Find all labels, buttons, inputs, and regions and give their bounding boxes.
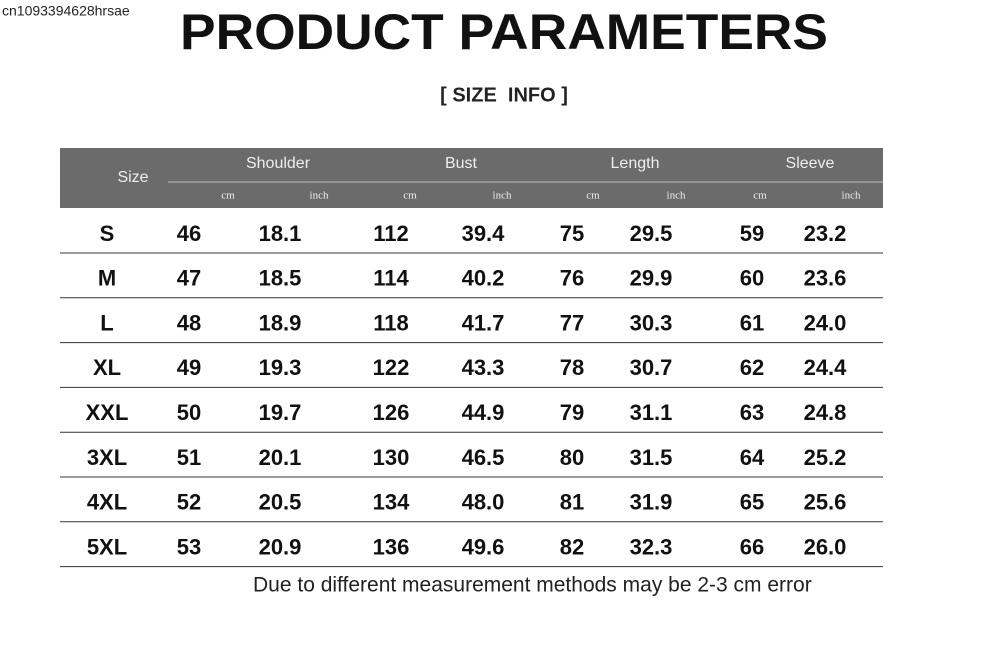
unit-header: inch — [667, 190, 686, 202]
cell: 32.3 — [630, 534, 673, 559]
cell: 60 — [740, 266, 764, 291]
cell: 118 — [373, 310, 409, 335]
cell: 46.5 — [462, 445, 505, 470]
cell: 82 — [560, 534, 584, 559]
cell: 48 — [177, 310, 201, 335]
cell: 65 — [740, 490, 764, 515]
cell: 25.2 — [804, 445, 847, 470]
cell: 20.1 — [259, 445, 302, 470]
cell: 43.3 — [462, 355, 505, 380]
cell: 30.3 — [630, 310, 673, 335]
cell: 77 — [560, 310, 584, 335]
cell: XXL — [86, 400, 129, 425]
cell: 126 — [373, 400, 410, 425]
cell: 78 — [560, 355, 584, 380]
cell: 40.2 — [462, 266, 505, 291]
cell: 5XL — [87, 534, 127, 559]
table-header — [60, 148, 883, 208]
cell: 25.6 — [804, 490, 847, 515]
group-header: Sleeve — [786, 155, 835, 172]
cell: 29.5 — [630, 221, 673, 246]
cell: 130 — [373, 445, 410, 470]
cell: 19.7 — [259, 400, 302, 425]
cell: M — [98, 266, 116, 291]
cell: 134 — [373, 490, 410, 515]
unit-header: cm — [753, 190, 767, 202]
unit-header: inch — [493, 190, 512, 202]
cell: 4XL — [87, 490, 127, 515]
cell: 26.0 — [804, 534, 847, 559]
cell: 18.1 — [259, 221, 302, 246]
cell: 23.2 — [804, 221, 847, 246]
cell: 114 — [373, 266, 409, 291]
cell: 51 — [177, 445, 201, 470]
note: Due to different measurement methods may… — [253, 574, 812, 597]
subtitle: [ SIZE INFO ] — [440, 84, 568, 106]
cell: 122 — [373, 355, 410, 380]
cell: 24.4 — [804, 355, 848, 380]
cell: 75 — [560, 221, 584, 246]
cell: 52 — [177, 490, 201, 515]
cell: 76 — [560, 266, 584, 291]
unit-header: inch — [842, 190, 861, 202]
cell: 61 — [740, 310, 764, 335]
cell: 66 — [740, 534, 764, 559]
cell: 18.9 — [259, 310, 302, 335]
cell: 24.8 — [804, 400, 847, 425]
group-header: Shoulder — [246, 155, 311, 172]
unit-header: cm — [403, 190, 417, 202]
title: PRODUCT PARAMETERS — [180, 4, 828, 60]
cell: 80 — [560, 445, 584, 470]
size-header: Size — [117, 169, 148, 186]
cell: 18.5 — [259, 266, 302, 291]
unit-header: cm — [221, 190, 235, 202]
cell: 20.5 — [259, 490, 302, 515]
cell: 79 — [560, 400, 584, 425]
cell: 81 — [560, 490, 584, 515]
cell: 3XL — [87, 445, 127, 470]
cell: 30.7 — [630, 355, 673, 380]
cell: 47 — [177, 266, 201, 291]
cell: S — [100, 221, 115, 246]
cell: 136 — [373, 534, 410, 559]
cell: 19.3 — [259, 355, 302, 380]
group-header: Bust — [445, 155, 478, 172]
unit-header: inch — [310, 190, 329, 202]
cell: XL — [93, 355, 121, 380]
cell: 31.5 — [630, 445, 673, 470]
cell: 49 — [177, 355, 201, 380]
cell: 39.4 — [462, 221, 506, 246]
cell: 53 — [177, 534, 201, 559]
cell: 49.6 — [462, 534, 505, 559]
cell: 24.0 — [804, 310, 847, 335]
cell: 112 — [373, 221, 409, 246]
watermark: cn1093394628hrsae — [2, 3, 130, 19]
cell: 48.0 — [462, 490, 505, 515]
cell: 62 — [740, 355, 764, 380]
cell: 23.6 — [804, 266, 847, 291]
cell: 44.9 — [462, 400, 505, 425]
unit-header: cm — [586, 190, 600, 202]
cell: 29.9 — [630, 266, 673, 291]
cell: L — [100, 310, 113, 335]
cell: 64 — [740, 445, 765, 470]
cell: 31.1 — [630, 400, 673, 425]
cell: 59 — [740, 221, 764, 246]
cell: 31.9 — [630, 490, 673, 515]
cell: 46 — [177, 221, 201, 246]
cell: 20.9 — [259, 534, 302, 559]
cell: 63 — [740, 400, 764, 425]
cell: 41.7 — [462, 310, 505, 335]
group-header: Length — [611, 155, 660, 172]
cell: 50 — [177, 400, 201, 425]
